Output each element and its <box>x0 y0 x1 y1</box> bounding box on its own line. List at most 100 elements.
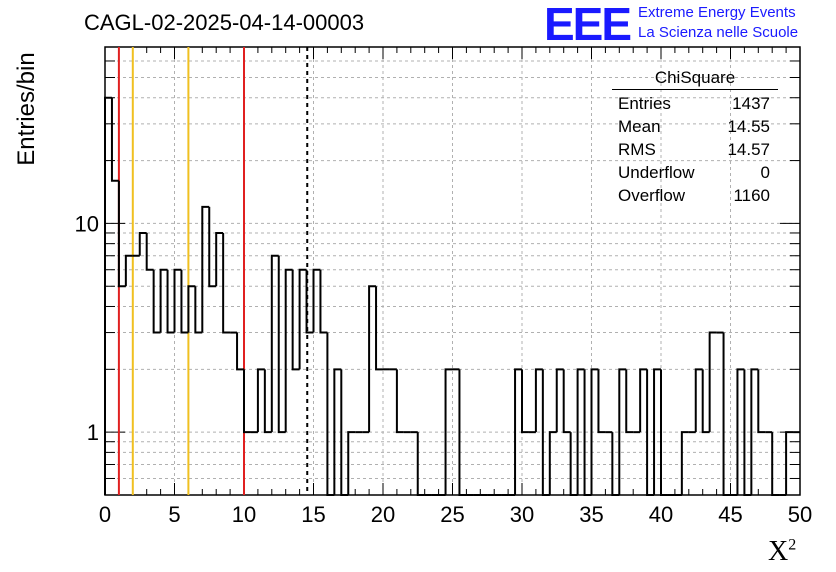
stats-box: ChiSquare Entries 1437 Mean 14.55 RMS 14.57… <box>612 68 778 207</box>
histogram-bin <box>222 232 231 334</box>
histogram-bin <box>597 369 606 434</box>
histogram-bin <box>458 369 467 496</box>
histogram-bin <box>173 268 182 333</box>
stats-row: Mean 14.55 <box>612 115 778 138</box>
histogram-bin <box>104 96 112 495</box>
stats-row: RMS 14.57 <box>612 138 778 161</box>
histogram-bin <box>298 268 307 370</box>
histogram-bin <box>444 368 453 495</box>
histogram-bin <box>291 269 300 371</box>
x-axis-label: X2 <box>768 536 797 567</box>
histogram-bin <box>110 97 119 182</box>
histogram-bin <box>555 368 564 433</box>
stats-row: Entries 1437 <box>612 92 778 115</box>
histogram-bin <box>653 368 661 495</box>
histogram-bin <box>145 232 154 271</box>
stats-row: Underflow 0 <box>612 161 778 184</box>
histogram-bin <box>138 231 147 256</box>
histogram-bin <box>124 254 133 287</box>
x-tick-label: 0 <box>99 502 111 527</box>
stats-label: Mean <box>618 117 661 136</box>
histogram-bin <box>562 369 571 434</box>
histogram-bin <box>208 206 217 288</box>
x-tick-label: 50 <box>788 502 812 527</box>
stats-value: 14.55 <box>727 117 770 136</box>
histogram-bin <box>534 368 543 433</box>
x-tick-label: 10 <box>232 502 256 527</box>
histogram-bin <box>236 332 244 371</box>
histogram-bin <box>333 368 342 495</box>
histogram-bin <box>722 332 731 496</box>
histogram-bin <box>625 369 634 434</box>
eee-logo: EEE <box>544 0 632 50</box>
histogram-bin <box>180 269 189 334</box>
chart-title: CAGL-02-2025-04-14-00003 <box>84 10 365 35</box>
histogram-bin <box>514 368 522 495</box>
histogram-bin <box>319 269 328 334</box>
histogram-bin <box>590 368 599 495</box>
histogram-bin <box>639 368 648 433</box>
histogram-bin <box>152 269 161 334</box>
histogram-bin <box>375 286 383 371</box>
histogram-bin <box>312 268 321 333</box>
x-tick-label: 5 <box>168 502 180 527</box>
histogram-bin <box>694 368 703 433</box>
histogram-bin <box>243 369 251 434</box>
stats-label: Underflow <box>618 163 695 182</box>
stats-value: 0 <box>760 163 770 182</box>
y-tick-label: 10 <box>75 211 99 236</box>
histogram-bin <box>187 285 196 333</box>
histogram-bin <box>166 269 175 334</box>
histogram-bin <box>736 368 745 495</box>
histogram-bin <box>326 332 335 496</box>
logo-line2: La Scienza nelle Scuole <box>638 24 799 41</box>
histogram-bin <box>117 180 126 288</box>
histogram-bin <box>194 286 203 334</box>
stats-row: Overflow 1160 <box>612 184 778 207</box>
stats-name: ChiSquare <box>612 68 778 90</box>
histogram-bin <box>347 431 356 495</box>
histogram-bin <box>646 369 655 496</box>
histogram-bin <box>680 431 689 495</box>
histogram-bin <box>743 369 752 496</box>
x-tick-label: 40 <box>649 502 673 527</box>
histogram-bin <box>521 369 529 434</box>
histogram-bin <box>256 368 265 433</box>
histogram-bin <box>159 268 168 333</box>
histogram-bin <box>416 432 425 496</box>
histogram-bin <box>750 368 759 495</box>
x-tick-label: 20 <box>371 502 395 527</box>
stats-label: RMS <box>618 140 656 159</box>
stats-value: 1437 <box>732 94 770 113</box>
x-tick-label: 25 <box>440 502 464 527</box>
histogram-bin <box>340 369 349 496</box>
stats-value: 1160 <box>733 186 770 205</box>
histogram-bin <box>576 368 585 495</box>
histogram-bin <box>701 369 710 434</box>
histogram-bin <box>215 231 224 287</box>
stats-label: Entries <box>618 94 671 113</box>
x-tick-label: 45 <box>718 502 742 527</box>
histogram-bin <box>757 369 766 434</box>
histogram-bin <box>583 369 592 496</box>
histogram-bin <box>708 331 717 433</box>
histogram-bin <box>395 369 404 434</box>
histogram-bin <box>541 369 550 496</box>
histogram-bin <box>368 285 377 433</box>
histogram-bin <box>618 368 627 495</box>
stats-label: Overflow <box>618 186 686 205</box>
histogram-bin <box>305 269 314 334</box>
eee-logo-text: Extreme Energy Events La Scienza nelle S… <box>638 3 798 43</box>
stats-value: 14.57 <box>727 140 770 159</box>
histogram-bin <box>548 431 557 495</box>
logo-line1: Extreme Energy Events <box>638 4 796 21</box>
histogram-bin <box>284 268 293 433</box>
histogram-bin <box>277 255 286 434</box>
histogram-bin <box>611 432 620 496</box>
histogram-bin <box>263 369 272 434</box>
x-tick-label: 35 <box>579 502 603 527</box>
y-axis-label: Entries/bin <box>13 52 40 166</box>
histogram-bin <box>270 254 279 433</box>
histogram-bin <box>201 205 210 333</box>
